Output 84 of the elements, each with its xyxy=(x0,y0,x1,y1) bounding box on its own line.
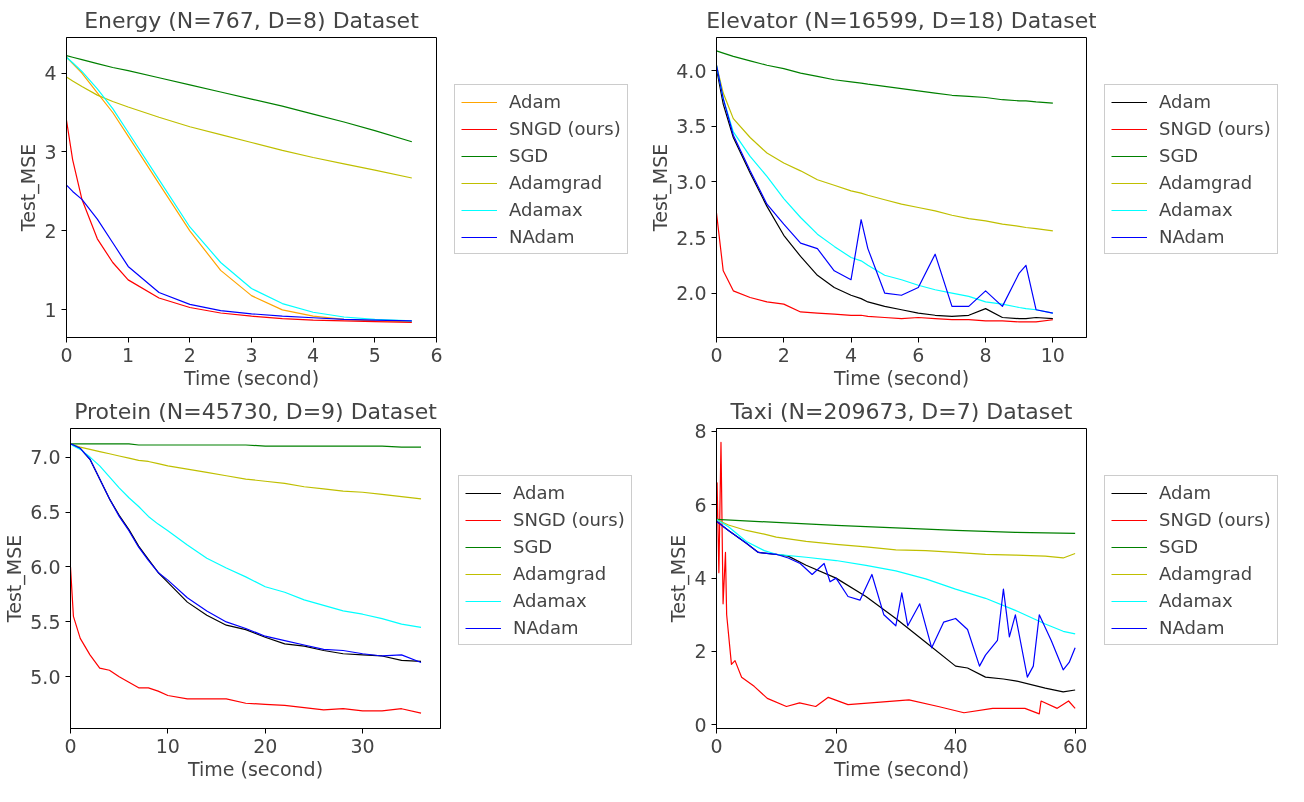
line-series xyxy=(66,76,413,179)
x-tick-label: 0 xyxy=(710,734,723,757)
y-axis-title: Test_MSE xyxy=(17,143,41,233)
x-tick-label: 10 xyxy=(1040,343,1065,366)
legend-label: SNGD (ours) xyxy=(513,509,625,530)
x-axis-title: Time (second) xyxy=(832,366,970,389)
legend-label: Adamax xyxy=(1159,590,1233,611)
line-series xyxy=(716,50,1054,104)
legend-label: NAdam xyxy=(1159,617,1225,638)
legend-label: SNGD (ours) xyxy=(1159,509,1271,530)
line-series xyxy=(716,518,1076,559)
x-tick-label: 4 xyxy=(845,343,858,366)
y-tick-label: 2.0 xyxy=(676,282,707,305)
legend-label: NAdam xyxy=(513,617,579,638)
x-tick-label: 1 xyxy=(122,343,135,366)
legend-label: Adam xyxy=(513,482,565,503)
legend-label: Adamgrad xyxy=(1159,563,1253,584)
legend-label: Adamgrad xyxy=(513,563,607,584)
x-tick-label: 0 xyxy=(710,343,723,366)
y-tick-label: 3.5 xyxy=(676,115,707,138)
x-tick-label: 2 xyxy=(183,343,196,366)
line-series xyxy=(716,518,1076,635)
y-tick-label: 1 xyxy=(44,298,57,321)
legend-label: SGD xyxy=(1159,536,1199,557)
legend-label: Adam xyxy=(509,91,561,112)
y-tick-label: 2.5 xyxy=(676,226,707,249)
legend-label: SNGD (ours) xyxy=(509,118,621,139)
legend-label: Adam xyxy=(1159,482,1211,503)
line-series xyxy=(66,184,413,322)
x-tick-label: 6 xyxy=(430,343,443,366)
y-axis-title: Test_MSE xyxy=(667,534,691,624)
x-tick-label: 30 xyxy=(350,734,375,757)
x-tick-label: 40 xyxy=(943,734,968,757)
legend-label: Adamax xyxy=(509,199,583,220)
legend-label: SGD xyxy=(1159,145,1199,166)
y-axis-title: Test_MSE xyxy=(649,143,673,233)
y-tick-label: 4.0 xyxy=(676,59,707,82)
chart-title: Elevator (N=16599, D=18) Dataset xyxy=(706,7,1098,33)
legend-label: Adamax xyxy=(1159,199,1233,220)
line-series xyxy=(70,443,422,628)
y-tick-label: 7.0 xyxy=(30,446,61,469)
x-tick-label: 20 xyxy=(253,734,278,757)
y-tick-label: 2 xyxy=(694,640,707,663)
y-tick-label: 2 xyxy=(44,219,57,242)
y-tick-label: 4 xyxy=(44,62,57,85)
line-series xyxy=(716,518,1076,534)
y-tick-label: 8 xyxy=(694,420,707,443)
x-tick-label: 0 xyxy=(64,734,77,757)
x-axis-title: Time (second) xyxy=(182,366,320,389)
y-tick-label: 6 xyxy=(694,493,707,516)
y-tick-label: 4 xyxy=(694,567,707,590)
legend-label: SNGD (ours) xyxy=(1159,118,1271,139)
line-series xyxy=(716,441,1076,715)
x-tick-label: 20 xyxy=(823,734,849,757)
y-axis-title: Test_MSE xyxy=(3,534,27,624)
chart-title: Taxi (N=209673, D=7) Dataset xyxy=(729,398,1073,424)
y-tick-label: 6.0 xyxy=(30,555,61,578)
x-tick-label: 2 xyxy=(777,343,790,366)
chart-title: Energy (N=767, D=8) Dataset xyxy=(84,7,420,33)
x-tick-label: 4 xyxy=(307,343,320,366)
legend-label: NAdam xyxy=(509,226,575,247)
y-tick-label: 0 xyxy=(694,713,707,736)
y-tick-label: 3 xyxy=(44,140,57,163)
x-tick-label: 5 xyxy=(368,343,381,366)
y-tick-label: 3.0 xyxy=(676,170,707,193)
legend-label: Adamax xyxy=(513,590,587,611)
y-tick-label: 5.5 xyxy=(30,610,61,633)
legend-label: Adamgrad xyxy=(1159,172,1253,193)
chart-title: Protein (N=45730, D=9) Dataset xyxy=(74,398,438,424)
line-series xyxy=(66,55,413,143)
y-tick-label: 6.5 xyxy=(30,501,61,524)
x-axis-title: Time (second) xyxy=(832,757,970,780)
legend-label: NAdam xyxy=(1159,226,1225,247)
legend-label: Adamgrad xyxy=(509,172,603,193)
legend-label: SGD xyxy=(513,536,553,557)
x-tick-label: 10 xyxy=(155,734,180,757)
x-tick-label: 3 xyxy=(245,343,258,366)
legend-label: Adam xyxy=(1159,91,1211,112)
x-axis-title: Time (second) xyxy=(186,757,324,780)
x-tick-label: 60 xyxy=(1063,734,1088,757)
x-tick-label: 8 xyxy=(979,343,992,366)
legend-label: SGD xyxy=(509,145,549,166)
y-tick-label: 5.0 xyxy=(30,665,61,688)
x-tick-label: 6 xyxy=(912,343,925,366)
